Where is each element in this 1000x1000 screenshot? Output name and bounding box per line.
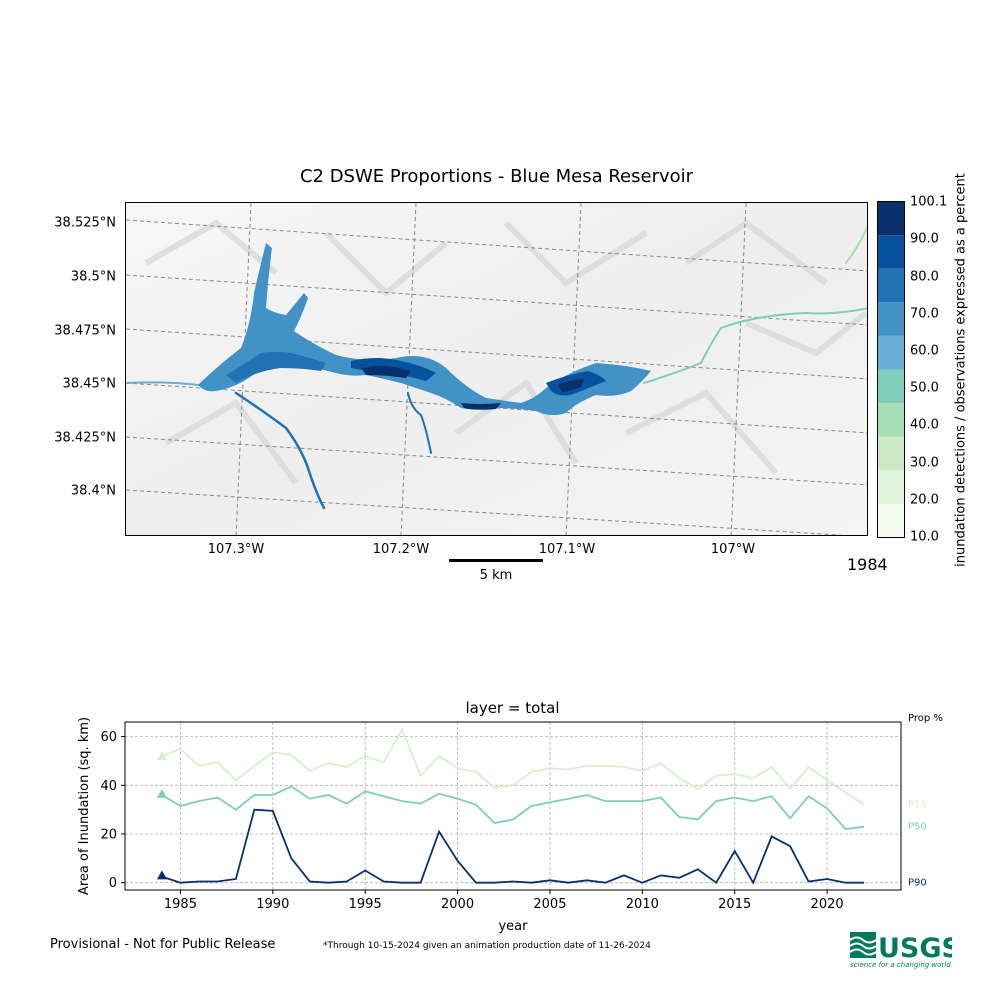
chart-markers <box>156 751 167 880</box>
lon-tick-label: 107°W <box>710 542 756 557</box>
colorbar-segment <box>877 436 905 471</box>
time-series-chart: 1985 1990 1995 2000 2005 2010 2015 2020 0 20 40 60… <box>77 717 902 934</box>
provisional-notice: Provisional - Not for Public Release <box>50 937 276 952</box>
x-tick-label: 1985 <box>164 897 197 912</box>
scale-bar <box>449 559 543 562</box>
usgs-logo-text: USGS <box>878 933 952 964</box>
colorbar-segment <box>877 369 905 404</box>
y-axis-label: Area of Inundation (sq. km) <box>77 717 92 895</box>
colorbar-segment <box>877 503 905 538</box>
colorbar-segment <box>877 403 905 437</box>
colorbar-segment <box>877 470 905 504</box>
colorbar-tick: 80.0 <box>910 269 939 285</box>
lat-tick-label: 38.425°N <box>54 430 116 446</box>
chart-series <box>161 727 865 885</box>
colorbar-tick: 100.1 <box>910 194 948 210</box>
usgs-logo: USGS science for a changing world <box>849 932 952 969</box>
production-note: *Through 10-15-2024 given an animation p… <box>323 941 651 951</box>
colorbar <box>877 201 905 538</box>
series-start-marker <box>156 870 167 880</box>
colorbar-tick: 50.0 <box>910 380 939 396</box>
series-line-p90 <box>161 808 864 885</box>
series-label-p90: P90 <box>908 877 927 889</box>
lat-tick-label: 38.4°N <box>70 483 116 499</box>
series-line-p50 <box>161 785 865 831</box>
lat-tick-label: 38.475°N <box>54 323 116 339</box>
colorbar-tick: 10.0 <box>910 529 939 545</box>
map-panel <box>125 202 868 536</box>
lat-tick-label: 38.45°N <box>62 376 116 392</box>
colorbar-segment <box>877 335 905 370</box>
colorbar-tick: 60.0 <box>910 343 939 359</box>
series-label-p15: P15 <box>908 799 927 811</box>
y-tick-label: 0 <box>109 876 117 891</box>
lon-tick-label: 107.3°W <box>207 542 265 557</box>
series-line-p15 <box>161 727 865 806</box>
colorbar-tick: 40.0 <box>910 417 939 433</box>
lon-tick-label: 107.1°W <box>538 542 596 557</box>
usgs-logo-tagline: science for a changing world <box>850 961 951 969</box>
x-tick-label: 1990 <box>256 897 289 912</box>
y-tick-label: 40 <box>100 779 117 794</box>
scale-bar-label: 5 km <box>479 568 513 583</box>
colorbar-segment <box>877 201 905 236</box>
y-axis-ticks: 0 20 40 60 <box>100 730 125 891</box>
map-canvas <box>126 203 867 535</box>
x-tick-label: 2000 <box>441 897 474 912</box>
colorbar-tick: 30.0 <box>910 455 939 471</box>
hillshade-texture <box>144 219 867 485</box>
x-axis-ticks: 1985 1990 1995 2000 2005 2010 2015 2020 <box>164 890 844 912</box>
x-tick-label: 2015 <box>718 897 751 912</box>
lat-tick-label: 38.525°N <box>54 215 116 231</box>
chart-title: layer = total <box>465 699 560 717</box>
colorbar-tick: 20.0 <box>910 492 939 508</box>
x-tick-label: 2010 <box>626 897 659 912</box>
series-label-p50: P50 <box>908 821 927 833</box>
colorbar-tick: 70.0 <box>910 306 939 322</box>
lon-tick-label: 107.2°W <box>372 542 430 557</box>
colorbar-tick: 90.0 <box>910 231 939 247</box>
colorbar-segment <box>877 268 905 303</box>
map-title: C2 DSWE Proportions - Blue Mesa Reservoi… <box>299 166 694 187</box>
y-tick-label: 60 <box>100 730 117 745</box>
x-tick-label: 2005 <box>533 897 566 912</box>
plot-frame <box>124 721 902 891</box>
x-tick-label: 2020 <box>811 897 844 912</box>
colorbar-title: inundation detections / observations exp… <box>953 173 969 567</box>
colorbar-segment <box>877 302 905 336</box>
x-tick-label: 1995 <box>349 897 382 912</box>
series-start-marker <box>156 751 167 761</box>
series-start-marker <box>156 788 167 798</box>
usgs-wave-icon <box>849 932 877 958</box>
lat-tick-label: 38.5°N <box>70 269 116 285</box>
x-axis-label: year <box>498 919 528 934</box>
frame-year: 1984 <box>847 555 888 574</box>
colorbar-segment <box>877 235 905 269</box>
y-tick-label: 20 <box>100 828 117 843</box>
legend-title: Prop % <box>908 713 943 724</box>
river-channels <box>126 225 867 510</box>
reservoir-water <box>198 243 651 416</box>
